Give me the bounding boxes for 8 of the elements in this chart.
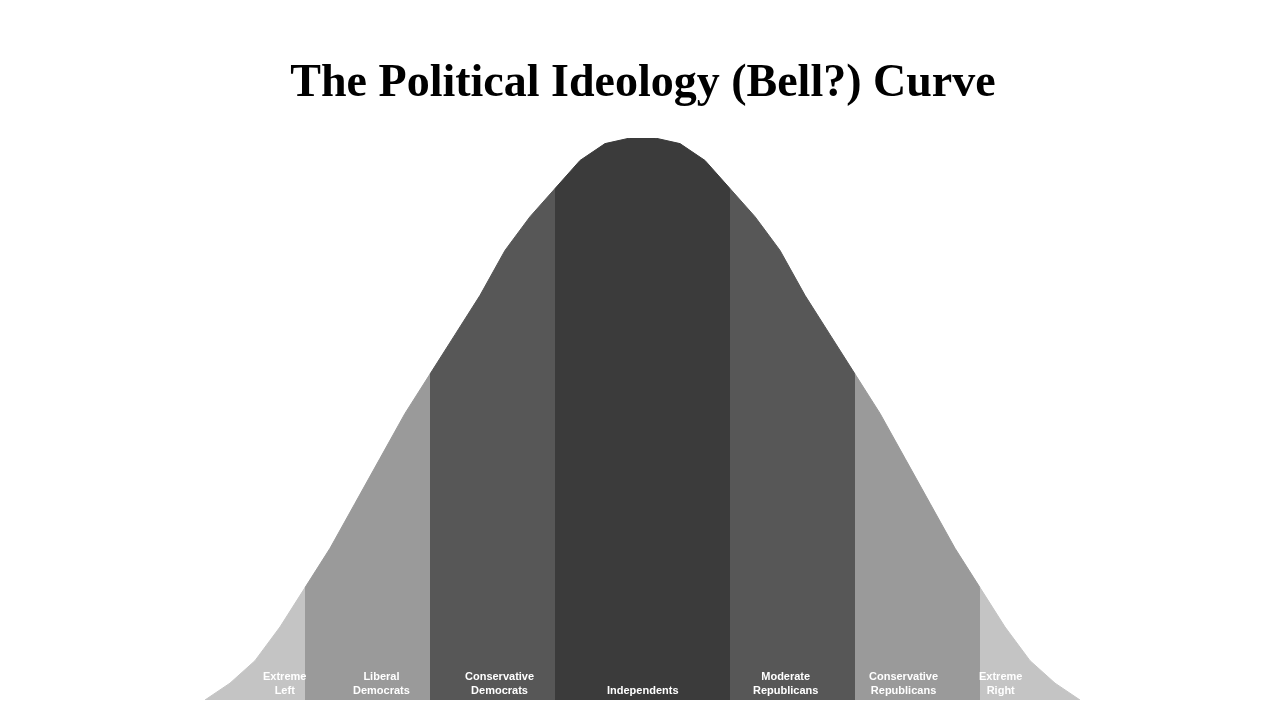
series-label: Extreme Left	[263, 670, 307, 697]
series-label: Liberal Democrats	[353, 670, 410, 697]
series-label: Conservative Republicans	[869, 670, 939, 697]
series-label: Extreme Right	[979, 670, 1023, 697]
series-label: Conservative Democrats	[465, 670, 535, 697]
series-label: Moderate Republicans	[753, 670, 819, 697]
chart-title: The Political Ideology (Bell?) Curve	[290, 54, 996, 106]
series-label: Independents	[607, 684, 679, 696]
